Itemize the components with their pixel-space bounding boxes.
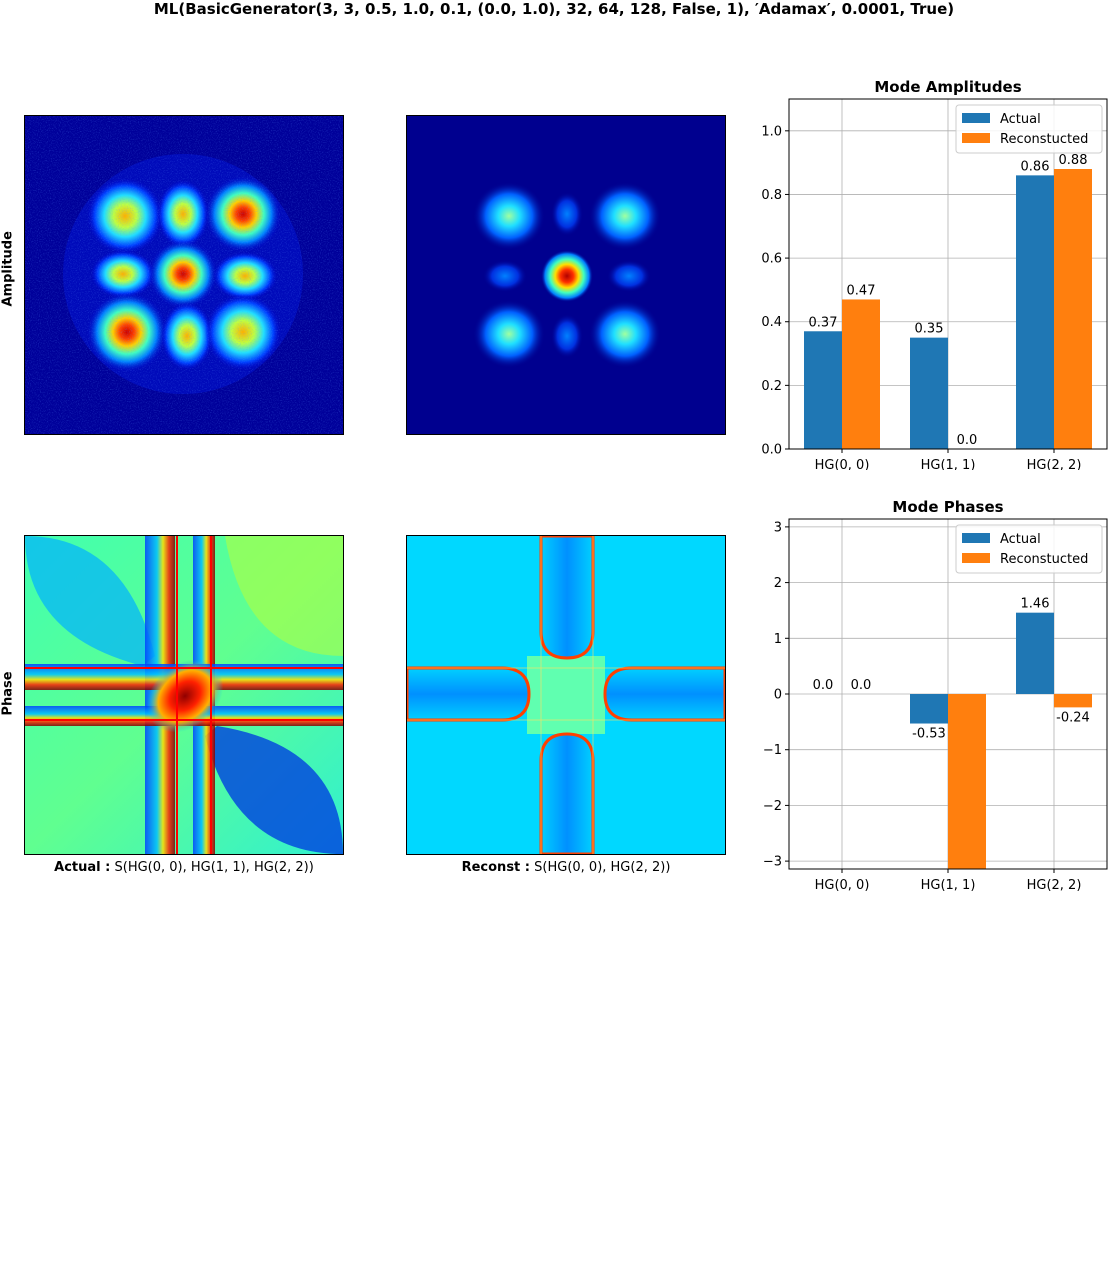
legend-swatch-reconstructed [962, 553, 990, 563]
bar-reconstructed [1054, 169, 1092, 449]
y-tick-label: −2 [763, 799, 782, 814]
figure-suptitle: ML(BasicGenerator(3, 3, 0.5, 1.0, 0.1, (… [153, 0, 955, 18]
y-tick-label: 0.0 [761, 443, 782, 458]
y-tick-label: 0.8 [761, 188, 782, 203]
legend-label: Actual [1000, 532, 1041, 547]
chart-title: Mode Amplitudes [874, 78, 1021, 96]
y-tick-label: 3 [774, 520, 782, 535]
legend-swatch-actual [962, 533, 990, 543]
x-tick-label: HG(2, 2) [1027, 458, 1082, 470]
data-label: 0.0 [813, 678, 834, 693]
mode-amplitudes-chart: Mode Amplitudes 0.37 0.35 0.86 0.47 0.0 0.88 0.… [761, 78, 1108, 470]
bar-reconstructed [1054, 694, 1092, 708]
y-tick-label: 2 [774, 576, 782, 591]
y-tick-label: −1 [763, 743, 782, 758]
legend-label: Actual [1000, 112, 1041, 127]
y-tick-label: 0.6 [761, 252, 782, 267]
reconstructed-amplitude-image [406, 115, 726, 435]
x-tick-label: HG(0, 0) [815, 458, 870, 470]
data-label: 0.35 [915, 322, 944, 337]
bar-actual [1016, 175, 1054, 449]
x-tick-label: HG(1, 1) [921, 878, 976, 893]
y-tick-label: 1 [774, 632, 782, 647]
bar-actual [804, 331, 842, 449]
reconst-caption-prefix: Reconst : [461, 860, 530, 875]
data-label: 0.47 [847, 283, 876, 298]
data-label: 0.37 [809, 315, 838, 330]
row-label-phase: Phase [0, 671, 16, 716]
bar-actual [910, 694, 948, 724]
actual-phase-image [24, 535, 344, 855]
mode-phases-chart: Mode Phases 0.0 -0.53 1.46 0.0 -0.24 −3 −2 −1 0 1 2… [763, 498, 1108, 893]
legend-swatch-reconstructed [962, 133, 990, 143]
reconst-caption-text: S(HG(0, 0), HG(2, 2)) [534, 860, 671, 875]
legend-label: Reconstucted [1000, 132, 1088, 147]
y-tick-label: 0.2 [761, 379, 782, 394]
data-label: 0.0 [851, 678, 872, 693]
y-tick-label: −3 [763, 855, 782, 870]
data-label: -0.24 [1056, 710, 1090, 725]
row-label-amplitude: Amplitude [0, 231, 16, 307]
legend-box [955, 104, 1103, 154]
reconstructed-phase-image [406, 535, 726, 855]
actual-caption: Actual : S(HG(0, 0), HG(1, 1), HG(2, 2)) [24, 860, 344, 875]
actual-caption-prefix: Actual : [54, 860, 111, 875]
legend-label: Reconstucted [1000, 552, 1088, 567]
bar-reconstructed [842, 299, 880, 449]
data-label: 1.46 [1021, 597, 1050, 612]
x-tick-label: HG(2, 2) [1027, 878, 1082, 893]
data-label: 0.0 [957, 433, 978, 448]
data-label: 0.86 [1021, 159, 1050, 174]
chart-title: Mode Phases [892, 498, 1003, 516]
data-label: 0.88 [1059, 153, 1088, 168]
x-tick-label: HG(1, 1) [921, 458, 976, 470]
actual-amplitude-image [24, 115, 344, 435]
bar-actual [1016, 612, 1054, 694]
y-tick-label: 0 [774, 688, 782, 703]
data-label: -0.53 [912, 727, 946, 742]
bar-actual [910, 337, 948, 449]
legend-box [955, 524, 1103, 574]
y-tick-label: 1.0 [761, 124, 782, 139]
x-tick-label: HG(0, 0) [815, 878, 870, 893]
y-tick-label: 0.4 [761, 315, 782, 330]
bar-reconstructed [948, 694, 986, 869]
legend-swatch-actual [962, 113, 990, 123]
actual-caption-text: S(HG(0, 0), HG(1, 1), HG(2, 2)) [114, 860, 314, 875]
reconst-caption: Reconst : S(HG(0, 0), HG(2, 2)) [406, 860, 726, 875]
